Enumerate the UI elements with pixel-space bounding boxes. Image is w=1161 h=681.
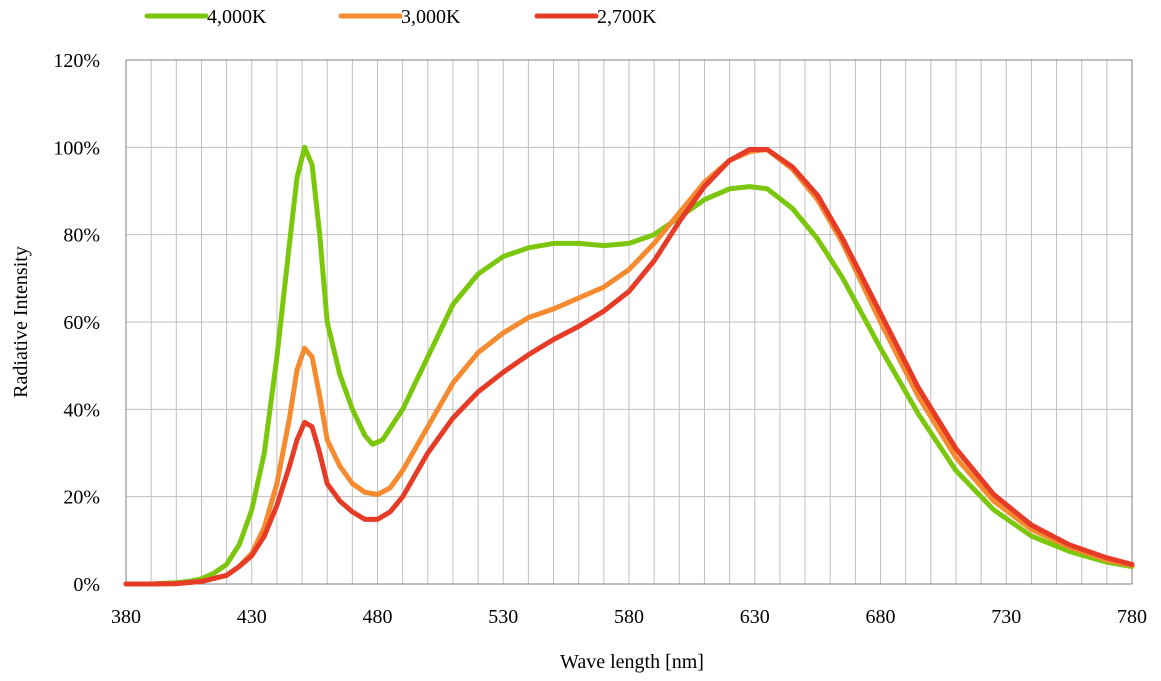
series-line	[123, 147, 1135, 587]
legend: 4,000K 3,000K 2,700K	[144, 6, 657, 28]
x-tick-label: 580	[614, 606, 644, 628]
legend-label: 4,000K	[207, 6, 267, 28]
x-tick-labels: 380 430 480 530 580 630 680 730 780	[111, 606, 1147, 628]
x-tick-label: 780	[1117, 606, 1147, 628]
y-axis-title: Radiative Intensity	[10, 246, 32, 398]
y-tick-label: 120%	[53, 50, 100, 72]
x-tick-label: 380	[111, 606, 141, 628]
x-tick-label: 730	[991, 606, 1021, 628]
legend-label: 3,000K	[401, 6, 461, 28]
x-tick-label: 480	[363, 606, 393, 628]
y-tick-label: 40%	[63, 399, 100, 421]
series-line	[123, 147, 1135, 587]
y-tick-labels: 0% 20% 40% 60% 80% 100% 120%	[53, 50, 100, 596]
y-tick-label: 80%	[63, 225, 100, 247]
x-tick-label: 630	[740, 606, 770, 628]
y-tick-label: 60%	[63, 312, 100, 334]
legend-label: 2,700K	[597, 6, 657, 28]
x-tick-label: 530	[488, 606, 518, 628]
series-line	[123, 144, 1135, 587]
y-tick-label: 20%	[63, 487, 100, 509]
y-tick-label: 0%	[73, 574, 100, 596]
y-tick-label: 100%	[53, 137, 100, 159]
series-group	[123, 144, 1135, 587]
x-tick-label: 680	[866, 606, 896, 628]
plot-area-border	[125, 59, 1133, 585]
x-axis-title: Wave length [nm]	[560, 651, 704, 673]
x-tick-label: 430	[237, 606, 267, 628]
